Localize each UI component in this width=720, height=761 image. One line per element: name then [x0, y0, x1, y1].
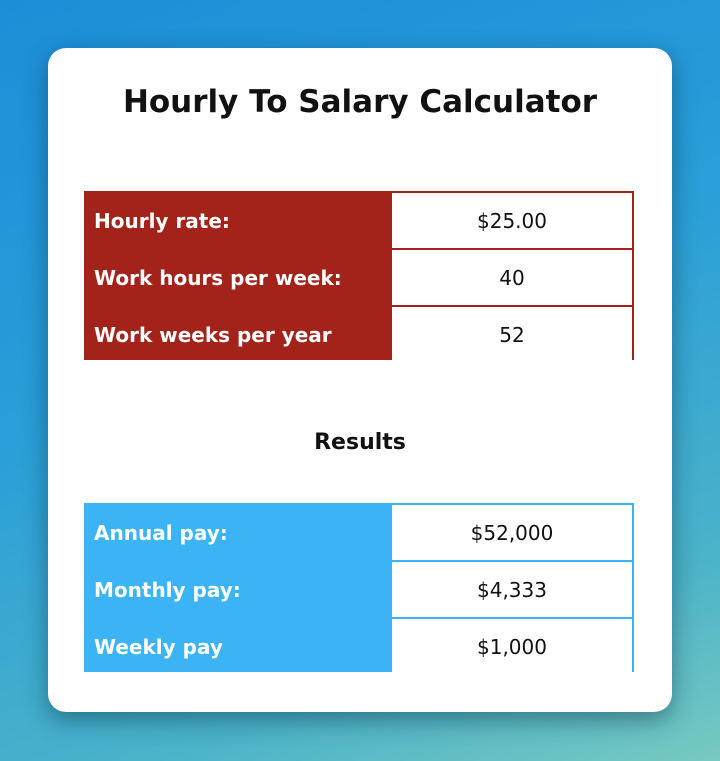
input-label: Work hours per week: [94, 265, 342, 290]
results-heading: Results [314, 430, 406, 455]
result-label: Monthly pay: [94, 577, 241, 602]
result-label: Annual pay: [94, 520, 228, 545]
result-label: Weekly pay [94, 634, 223, 659]
input-row-hourly-rate: Hourly rate: $25.00 [86, 193, 632, 248]
input-row-weeks-per-year: Work weeks per year 52 [86, 307, 632, 362]
weeks-per-year-input[interactable]: 52 [392, 307, 632, 362]
weekly-pay-value: $1,000 [392, 619, 632, 674]
result-row-monthly: Monthly pay: $4,333 [86, 562, 632, 617]
input-label: Hourly rate: [94, 208, 230, 233]
inputs-table: Hourly rate: $25.00 Work hours per week:… [84, 191, 634, 362]
result-row-annual: Annual pay: $52,000 [86, 505, 632, 560]
hourly-rate-input[interactable]: $25.00 [392, 193, 632, 248]
hours-per-week-input[interactable]: 40 [392, 250, 632, 305]
annual-pay-value: $52,000 [392, 505, 632, 560]
input-label: Work weeks per year [94, 322, 332, 347]
page-title: Hourly To Salary Calculator [122, 84, 598, 120]
input-row-hours-per-week: Work hours per week: 40 [86, 250, 632, 305]
result-row-weekly: Weekly pay $1,000 [86, 619, 632, 674]
monthly-pay-value: $4,333 [392, 562, 632, 617]
results-table: Annual pay: $52,000 Monthly pay: $4,333 … [84, 503, 634, 674]
